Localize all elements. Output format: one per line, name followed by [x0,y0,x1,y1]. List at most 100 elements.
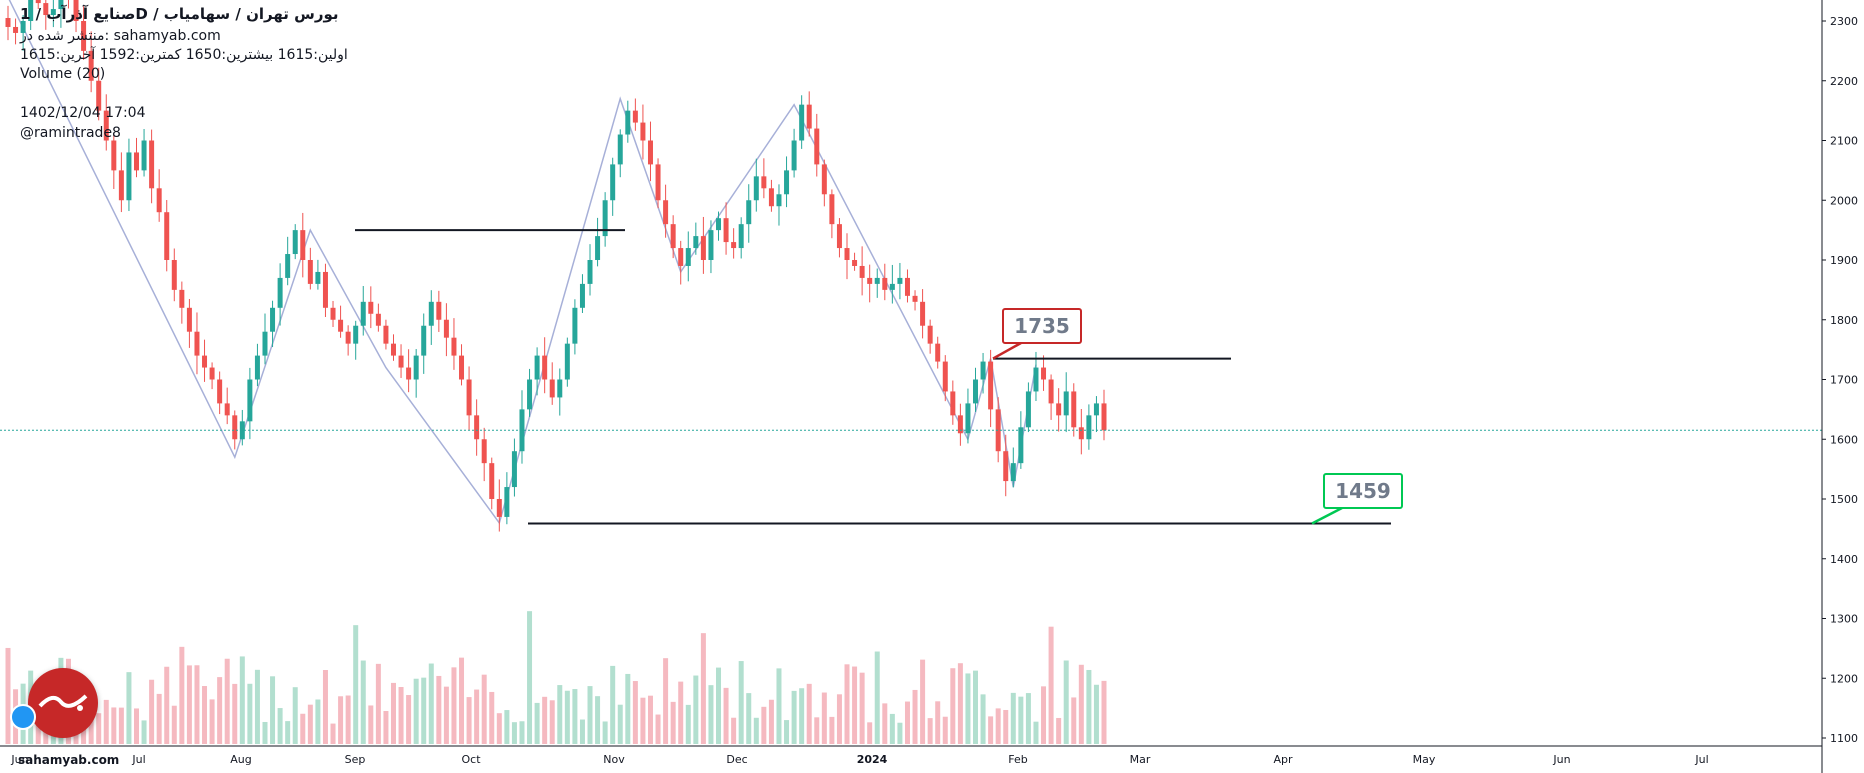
volume-bar [889,713,895,744]
candle-body [534,355,540,380]
candle-body [663,200,669,225]
volume-bar [5,647,11,744]
volume-bar [141,720,147,744]
logo-mark-icon [38,694,88,711]
candle-body [957,415,963,434]
candle-body [836,224,842,249]
candle-body [632,110,638,123]
volume-bar [126,672,132,744]
volume-bar [413,678,419,744]
candle-body [549,379,555,398]
x-tick-label: Oct [461,753,481,766]
candle-body [1033,367,1039,392]
x-tick-label: Aug [230,753,251,766]
candle-body [35,0,41,4]
candle-body [504,487,510,517]
volume-bar [602,721,608,744]
candle-body [761,176,767,189]
volume-bar [716,667,722,744]
candle-body [459,355,465,380]
volume-bar [459,657,465,744]
candle-body [345,331,351,344]
chart-tool-icon[interactable] [10,704,36,730]
candle-body [716,218,722,231]
candle-body [942,361,948,392]
candle-body [156,188,162,213]
candle-body [96,80,102,111]
publish-datetime: 1402/12/04 17:04 [20,105,146,121]
volume-bar [723,687,729,744]
volume-bar [852,666,858,744]
volume-bar [761,706,767,744]
candle-body [496,499,502,517]
candle-body [731,242,737,249]
candle-body [43,3,49,16]
candle-body [708,230,714,260]
x-axis: Jun Jul Aug Sep Oct Nov Dec 2024 Feb Mar Apr May Jun… [0,745,1864,773]
candle-body [852,260,858,266]
volume-bar [867,722,873,744]
volume-bar [164,666,170,744]
volume-bar [1048,626,1054,744]
zigzag-polyline [8,0,1037,525]
volume-bar [88,707,94,744]
volume-bar [1071,697,1077,744]
volume-bar [564,690,570,744]
candle-body [935,343,941,362]
candle-body [224,403,230,416]
candle-body [406,367,412,380]
volume-bar [156,693,162,744]
volume-bar [753,717,759,744]
volume-bar [118,707,124,744]
volume-bar [1010,692,1016,744]
volume-bar [511,722,517,744]
candle-body [307,260,313,284]
candle-body [322,271,328,308]
candle-body [625,110,631,135]
candle-body [821,164,827,195]
volume-bar [595,696,601,744]
volume-bar [912,689,918,744]
callout-box [1323,473,1403,509]
callout-label: 1735 [1014,314,1070,338]
candle-body [723,218,729,243]
volume-bar [927,718,933,744]
candle-body [617,134,623,165]
candle-body [375,313,381,326]
y-tick-label: 1600 [1830,433,1858,446]
volume-bar [390,682,396,744]
volume-bar [300,713,306,744]
volume-bar [1025,693,1031,744]
candle-body [1018,427,1024,464]
candle-body [610,164,616,201]
candle-body [647,140,653,165]
volume-indicator-label[interactable]: Volume (20) [20,66,106,82]
volume-bar [935,701,941,744]
volume-bar [572,689,578,744]
x-tick-label: Jul [131,753,145,766]
candle-body [1071,391,1077,428]
volume-bar [217,677,223,744]
candle-body [1010,463,1016,482]
callout-box [1002,308,1082,344]
candle-body [1086,415,1092,440]
volume-bar [791,690,797,744]
candle-body [270,307,276,332]
candle-body [164,212,170,260]
volume-bar [353,625,359,744]
y-tick-label: 1400 [1830,553,1858,566]
x-tick-label: Nov [603,753,625,766]
candle-body [443,319,449,338]
candle-body [368,301,374,314]
candle-body [421,325,427,356]
candle-body [655,164,661,201]
candle-body [844,248,850,260]
candle-body [81,21,87,51]
volume-bar [663,658,669,744]
candle-body [897,277,903,284]
candle-body [390,343,396,356]
volume-bar [179,646,185,744]
volume-bar [262,721,268,744]
candle-body [1056,403,1062,416]
